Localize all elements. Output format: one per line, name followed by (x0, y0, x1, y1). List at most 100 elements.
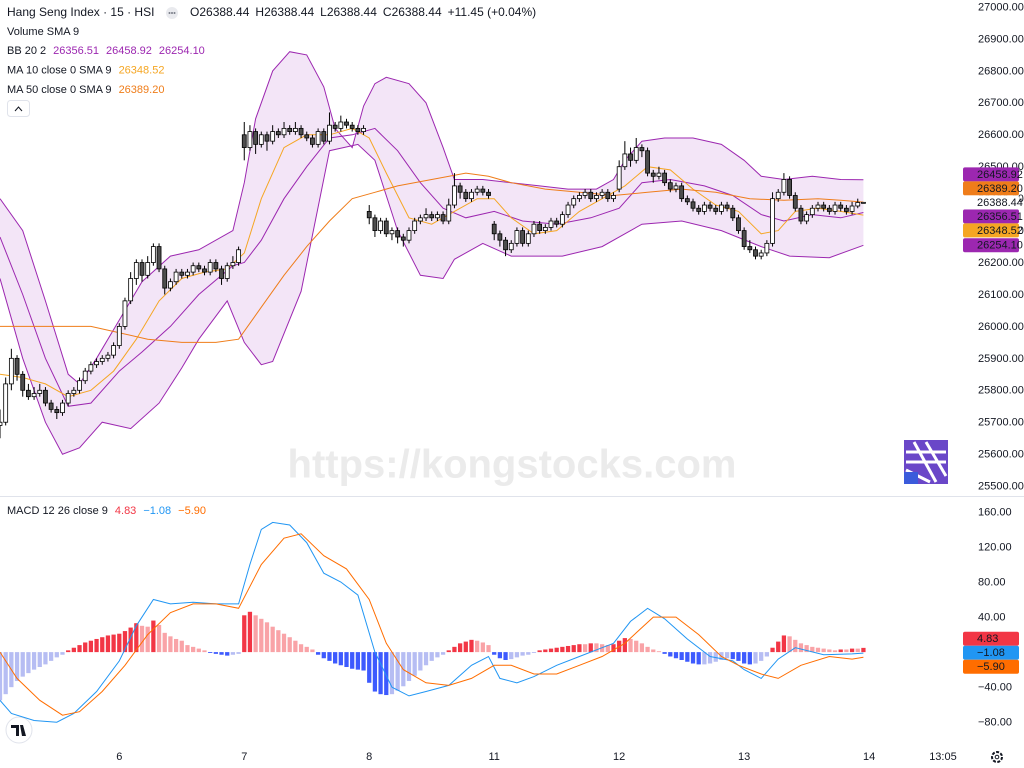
indicator-line (0, 143, 864, 455)
candle-body (667, 182, 673, 190)
histogram-bar (191, 646, 196, 653)
histogram-bar (429, 652, 434, 661)
volume-legend: Volume SMA 9 (7, 26, 79, 38)
ohlc-legend: O26388.44 H26388.44 L26388.44 C26388.44 +11.… (190, 5, 536, 19)
candle-body (321, 131, 327, 142)
histogram-bar (293, 640, 298, 653)
candle-body (440, 214, 446, 222)
histogram-bar (753, 652, 758, 664)
histogram-bar (730, 652, 735, 660)
icon-dot (171, 12, 173, 14)
brand-badge (904, 440, 948, 484)
candle-body (366, 211, 372, 219)
macd-legend: MACD 12 26 close 9 4.83 −1.08 −5.90 (7, 505, 206, 517)
candle-body (43, 389, 48, 404)
candle-body (809, 207, 815, 216)
histogram-bar (554, 647, 559, 653)
histogram-bar (634, 640, 639, 653)
candle-body (480, 188, 486, 193)
histogram-bar (423, 652, 429, 666)
histogram-bar (111, 634, 116, 653)
candle-body (656, 172, 662, 177)
histogram-bar (333, 652, 338, 664)
histogram-bar (793, 639, 798, 653)
histogram-bar (315, 652, 321, 655)
histogram-bar (622, 638, 627, 653)
candle-body (105, 354, 111, 359)
price-tag-bg (963, 238, 1019, 253)
histogram-bar (344, 652, 349, 668)
candle-body (168, 281, 173, 289)
candle-body (270, 131, 276, 142)
candle-body (94, 361, 99, 366)
histogram-bar (88, 640, 94, 653)
price-pane (0, 51, 866, 455)
x-tick-label: 7 (241, 751, 247, 763)
x-tick-label: 6 (116, 751, 122, 763)
histogram-bar (173, 638, 179, 653)
settings-button[interactable] (991, 751, 1003, 763)
histogram-bar (406, 652, 412, 682)
histogram-bar (242, 615, 247, 653)
histogram-bar (639, 643, 645, 653)
candle-body (628, 153, 633, 161)
histogram-bar (707, 652, 713, 664)
candle-body (361, 127, 366, 132)
candle-body (764, 242, 770, 254)
histogram-bar (861, 647, 866, 653)
candle-body (633, 147, 639, 161)
candle-body (559, 214, 565, 225)
ohlc-letter: H (255, 5, 264, 19)
collapse-button[interactable] (7, 100, 30, 117)
candle-body (758, 252, 764, 257)
histogram-bar (225, 652, 230, 656)
histogram-bar (151, 620, 156, 653)
histogram-bar (213, 652, 218, 654)
candle-body (690, 201, 696, 209)
legend-label: MA 50 close 0 SMA 9 (7, 84, 112, 96)
tv-logo[interactable] (5, 716, 33, 744)
histogram-bar (253, 615, 258, 653)
candle-body (650, 172, 656, 177)
histogram-bar (276, 630, 281, 653)
candle-body (577, 195, 582, 200)
badge-corner (904, 472, 918, 484)
ohlc-value: 26388.44 (327, 5, 377, 19)
candle-body (213, 262, 219, 270)
price-tag: −1.08 (977, 647, 1005, 659)
legend-value: 26348.52 (119, 64, 165, 76)
candle-body (241, 134, 247, 148)
candle-body (349, 124, 355, 129)
histogram-bar (48, 652, 54, 661)
y-tick-label: 80.00 (978, 576, 1006, 588)
histogram-bar (327, 652, 332, 661)
candle-body (71, 389, 77, 394)
candle-body (258, 134, 264, 145)
histogram-bar (156, 624, 162, 653)
histogram-bar (611, 644, 616, 653)
histogram-bar (270, 626, 275, 653)
y-tick-label: 40.00 (978, 611, 1006, 623)
candle-body (236, 249, 241, 263)
candle-body (520, 230, 525, 244)
histogram-bar (702, 652, 707, 665)
candle-body (48, 402, 54, 410)
candle-body (730, 207, 736, 219)
candle-body (327, 124, 332, 142)
y-tick-label: 120.00 (978, 541, 1012, 553)
histogram-bar (815, 647, 821, 653)
legend-value: −5.90 (178, 505, 206, 517)
candle-body (37, 389, 43, 394)
histogram-bar (94, 638, 99, 653)
histogram-bar (378, 652, 383, 695)
histogram-bar (736, 652, 741, 661)
candle-body (792, 195, 798, 209)
y-tick-label: 25900.00 (978, 353, 1024, 365)
candle-body (474, 188, 480, 193)
candle-body (26, 389, 31, 398)
candle-body (435, 214, 440, 219)
candle-body (594, 195, 599, 200)
histogram-bar (145, 626, 150, 653)
candle-body (736, 217, 741, 231)
histogram-bar (3, 652, 8, 695)
